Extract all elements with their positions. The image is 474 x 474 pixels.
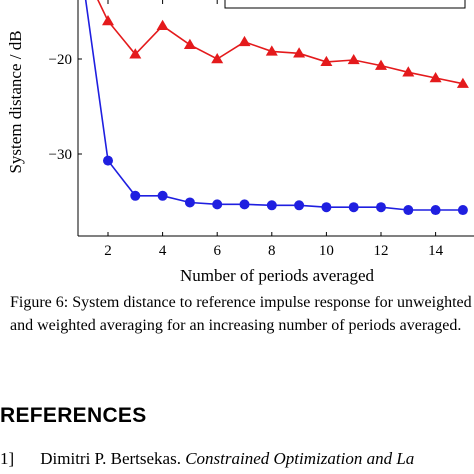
- circle-marker: [321, 202, 332, 213]
- x-tick-label: 6: [213, 243, 221, 259]
- legend-frame: [224, 0, 466, 9]
- x-tick-label: 8: [268, 243, 276, 259]
- triangle-marker: [129, 48, 142, 59]
- circle-marker: [430, 205, 441, 216]
- y-tick-label: −30: [49, 147, 72, 163]
- y-axis-title: System distance / dB: [6, 30, 25, 173]
- triangle-marker: [429, 72, 442, 83]
- circle-marker: [239, 199, 250, 210]
- triangle-marker: [320, 55, 333, 67]
- series-line: [84, 0, 463, 211]
- circle-marker: [348, 202, 359, 213]
- circle-marker: [403, 205, 414, 216]
- circle-marker: [294, 200, 305, 211]
- triangle-marker: [375, 59, 387, 70]
- figure-caption: Figure 6: System distance to reference i…: [10, 294, 472, 334]
- circle-marker: [376, 202, 386, 213]
- circle-marker: [184, 197, 195, 208]
- triangle-marker: [102, 15, 114, 26]
- legend-box: [224, 0, 466, 9]
- x-tick-label: 14: [428, 243, 444, 259]
- plot-area: [77, 0, 474, 237]
- circle-marker: [457, 205, 468, 216]
- triangle-marker: [211, 53, 224, 64]
- triangle-marker: [156, 19, 169, 30]
- triangle-marker: [456, 77, 469, 88]
- axis-ticks: 2 4 6 8 10 12 14 −20 −30: [49, 0, 444, 259]
- triangle-marker: [238, 35, 251, 47]
- circle-marker: [266, 200, 277, 211]
- triangle-marker: [402, 66, 415, 77]
- reference-number: 1]: [0, 449, 15, 468]
- circle-marker: [212, 199, 223, 210]
- reference-authors: Dimitri P. Bertsekas.: [40, 449, 181, 468]
- reference-title: Constrained Optimization and La: [185, 449, 415, 468]
- circle-marker: [157, 190, 168, 201]
- x-tick-label: 4: [159, 243, 167, 259]
- triangle-marker: [347, 53, 360, 65]
- series-markers: [102, 15, 469, 216]
- x-tick-label: 10: [319, 243, 334, 259]
- circle-marker: [103, 155, 113, 166]
- x-tick-label: 2: [104, 243, 112, 259]
- circle-marker: [130, 190, 141, 201]
- triangle-marker: [293, 47, 306, 58]
- reference-entry: 1] Dimitri P. Bertsekas. Constrained Opt…: [0, 449, 414, 469]
- chart: 2 4 6 8 10 12 14 −20 −30 Number of periods avera…: [6, 0, 474, 285]
- triangle-marker: [265, 45, 278, 56]
- triangle-marker: [183, 38, 196, 49]
- references-heading: REFERENCES: [0, 404, 147, 427]
- series-lines: [84, 0, 464, 211]
- x-axis-title: Number of periods averaged: [180, 266, 375, 285]
- x-tick-label: 12: [374, 243, 389, 259]
- y-tick-label: −20: [49, 52, 72, 68]
